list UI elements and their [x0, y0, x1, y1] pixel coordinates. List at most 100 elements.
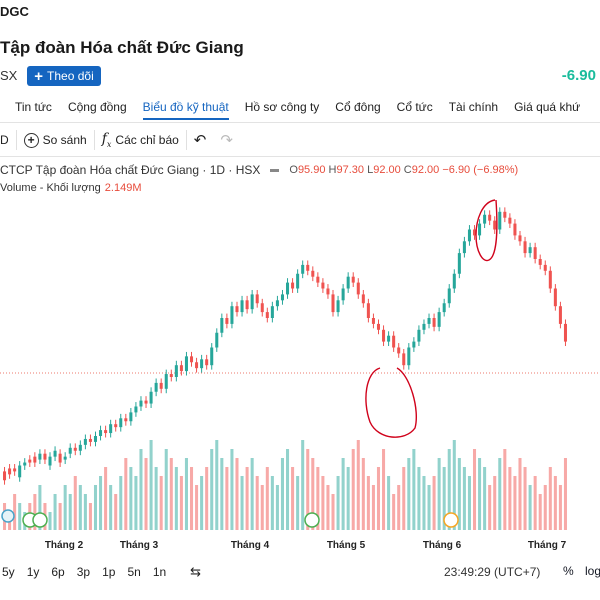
candle-body	[144, 400, 148, 404]
volume-bar	[134, 476, 138, 530]
volume-bar	[109, 485, 113, 530]
candle-body	[99, 430, 103, 436]
volume-bar	[114, 494, 118, 530]
volume-bar	[184, 458, 188, 530]
range-5d[interactable]: 5n	[127, 565, 141, 579]
volume-bar	[159, 476, 163, 530]
annotation-circle-top	[475, 199, 498, 262]
range-1m[interactable]: 1p	[102, 565, 116, 579]
range-5y[interactable]: 5y	[2, 565, 15, 579]
volume-bar	[331, 494, 335, 530]
candle-body	[346, 276, 350, 289]
range-3m[interactable]: 3p	[76, 565, 91, 579]
volume-bar	[528, 485, 532, 530]
clock-timezone[interactable]: 23:49:29 (UTC+7)	[444, 565, 541, 579]
x-axis-label: Tháng 4	[231, 540, 270, 551]
volume-bar	[210, 449, 214, 530]
event-marker-icon[interactable]	[32, 512, 48, 528]
event-markers	[1, 509, 459, 528]
redo-button[interactable]: ↷	[213, 127, 240, 153]
volume-bar	[402, 467, 406, 530]
volume-bar	[538, 494, 542, 530]
candle-body	[28, 459, 32, 463]
candle-body	[93, 436, 98, 442]
tab-price-history[interactable]: Giá quá khứ	[514, 100, 581, 114]
compare-button[interactable]: + So sánh	[17, 127, 94, 153]
volume-bar	[412, 449, 416, 530]
annotation-circle-bottom	[365, 367, 417, 438]
volume-bar	[38, 485, 42, 530]
candle-body	[174, 365, 178, 377]
follow-button[interactable]: + Theo dõi	[27, 66, 101, 86]
volume-bar	[336, 476, 340, 530]
tab-community[interactable]: Cộng đồng	[67, 100, 127, 114]
event-marker-icon[interactable]	[1, 509, 15, 523]
candle-body	[265, 312, 269, 318]
tab-financials[interactable]: Tài chính	[448, 100, 499, 114]
volume-label: Volume - Khối lượng	[0, 182, 101, 194]
volume-bar	[129, 467, 133, 530]
volume-bar	[286, 449, 290, 530]
volume-bar	[397, 485, 401, 530]
indicators-label: Các chỉ báo	[115, 133, 179, 147]
candle-body	[83, 438, 87, 445]
candle-body	[169, 374, 173, 377]
volume-bar	[154, 467, 158, 530]
percent-toggle[interactable]: %	[563, 564, 574, 578]
candle-body	[88, 438, 92, 442]
interval-button[interactable]: D	[0, 133, 9, 147]
volume-bar	[523, 467, 527, 530]
candle-body	[149, 391, 153, 404]
candle-body	[215, 332, 219, 348]
range-6m[interactable]: 6p	[51, 565, 65, 579]
ticker-symbol: DGC	[0, 4, 29, 19]
volume-bar	[442, 467, 446, 530]
candles	[3, 207, 567, 485]
volume-bar	[432, 476, 436, 530]
volume-bar	[179, 476, 183, 530]
volume-bar	[93, 485, 98, 530]
volume-bar	[174, 467, 178, 530]
volume-bar	[513, 476, 517, 530]
range-1d[interactable]: 1n	[152, 565, 167, 579]
candle-body	[78, 444, 82, 451]
candle-body	[442, 303, 446, 313]
candle-body	[48, 456, 52, 466]
log-toggle[interactable]: log	[585, 564, 600, 578]
candle-body	[119, 418, 123, 428]
candle-body	[382, 329, 386, 342]
candle-body	[23, 462, 27, 466]
candle-body	[361, 294, 365, 304]
toolbar-separator	[185, 130, 187, 150]
candle-body	[553, 288, 557, 307]
x-axis-label: Tháng 7	[528, 540, 567, 551]
volume-bar	[73, 476, 77, 530]
price-chart[interactable]: Tháng 2 Tháng 3 Tháng 4 Tháng 5 Tháng 6 Tháng…	[0, 160, 600, 560]
volume-bar	[361, 458, 365, 530]
collapse-icon[interactable]	[270, 168, 280, 172]
volume-bar	[215, 440, 219, 530]
tab-technical-chart[interactable]: Biểu đồ kỹ thuật	[135, 92, 237, 122]
tab-shareholders[interactable]: Cổ đông	[335, 100, 381, 114]
event-marker-icon[interactable]	[304, 512, 320, 528]
tab-news[interactable]: Tin tức	[15, 100, 52, 114]
tab-bar: Tin tức Cộng đồng Biểu đồ kỹ thuật Hồ sơ…	[0, 92, 600, 122]
candle-body	[225, 318, 229, 324]
date-range-icon[interactable]: ⇆	[190, 564, 202, 579]
tab-dividends[interactable]: Cổ tức	[396, 100, 433, 114]
indicators-button[interactable]: fx Các chỉ báo	[95, 127, 186, 153]
candle-body	[270, 306, 274, 318]
volume-bar	[447, 449, 451, 530]
tab-company-profile[interactable]: Hồ sơ công ty	[244, 100, 320, 114]
candle-body	[280, 294, 284, 301]
x-axis-label: Tháng 6	[423, 540, 462, 551]
undo-icon: ↶	[193, 132, 207, 149]
range-1y[interactable]: 1y	[26, 565, 40, 579]
volume-bar	[498, 458, 502, 530]
volume-bar	[467, 476, 471, 530]
volume-bar	[346, 467, 350, 530]
event-marker-icon[interactable]	[443, 512, 459, 528]
candle-body	[296, 273, 300, 289]
undo-button[interactable]: ↶	[187, 127, 214, 153]
candle-body	[528, 247, 532, 254]
